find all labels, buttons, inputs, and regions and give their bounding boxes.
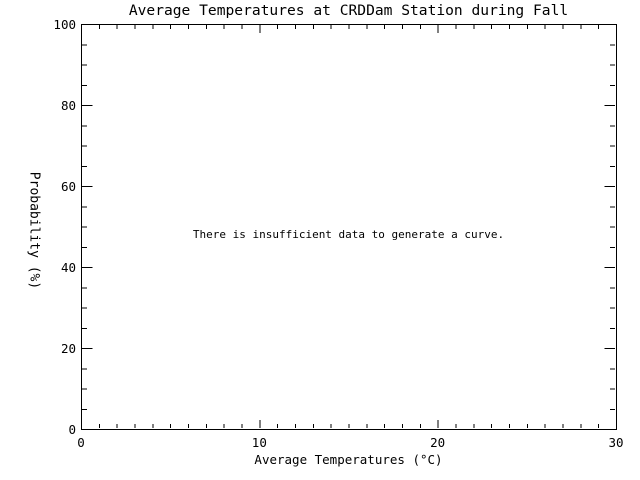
x-axis-title: Average Temperatures (°C) — [254, 452, 443, 467]
chart-title: Average Temperatures at CRDDam Station d… — [128, 2, 569, 19]
y-tick-label: 40 — [60, 260, 76, 275]
y-tick-label: 20 — [60, 341, 76, 356]
x-tick-label: 30 — [608, 435, 624, 450]
y-tick-label: 80 — [60, 98, 76, 113]
plot-border — [81, 24, 617, 430]
x-tick-label: 0 — [77, 435, 85, 450]
plot-axes — [81, 24, 617, 430]
y-tick-label: 60 — [60, 179, 76, 194]
x-tick-label: 20 — [430, 435, 446, 450]
y-tick-label: 100 — [53, 17, 76, 32]
y-axis-title: Probability (%) — [26, 171, 42, 290]
y-tick-label: 0 — [68, 422, 76, 437]
insufficient-data-message: There is insufficient data to generate a… — [192, 228, 505, 241]
x-tick-label: 10 — [251, 435, 267, 450]
